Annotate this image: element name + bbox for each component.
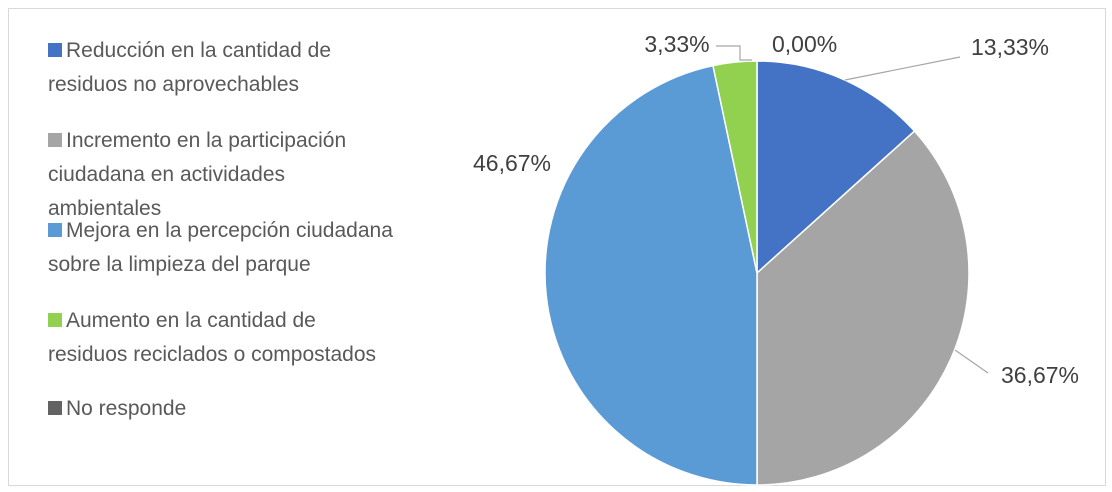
data-label: 3,33%	[644, 31, 709, 57]
legend-label: Aumento en la cantidad de residuos recic…	[48, 309, 377, 366]
leader-line	[954, 349, 989, 374]
legend-label: No responde	[66, 397, 187, 420]
legend-item: Aumento en la cantidad de residuos recic…	[48, 304, 398, 372]
legend-swatch	[48, 133, 62, 147]
legend-item: Incremento en la participación ciudadana…	[48, 124, 398, 226]
legend-swatch	[48, 313, 62, 327]
data-label: 36,67%	[1001, 362, 1079, 388]
pie-slice	[712, 60, 758, 274]
legend-item: Reducción en la cantidad de residuos no …	[48, 34, 398, 102]
data-label: 0,00%	[772, 31, 837, 57]
leader-line	[844, 56, 961, 81]
chart-frame	[8, 8, 1106, 486]
legend-item: No responde	[48, 392, 398, 426]
legend-label: Reducción en la cantidad de residuos no …	[48, 39, 332, 96]
legend-swatch	[48, 223, 62, 237]
data-label: 13,33%	[971, 34, 1049, 60]
legend-label: Incremento en la participación ciudadana…	[48, 129, 347, 220]
legend-label: Mejora en la percepción ciudadana sobre …	[48, 219, 393, 276]
legend-item: Mejora en la percepción ciudadana sobre …	[48, 214, 398, 282]
legend-swatch	[48, 43, 62, 57]
pie-slice	[756, 60, 916, 275]
leader-line	[716, 45, 752, 61]
data-label: 46,67%	[473, 150, 551, 176]
legend-swatch	[48, 401, 62, 415]
pie-slice	[544, 64, 758, 486]
pie-slice	[756, 130, 970, 486]
